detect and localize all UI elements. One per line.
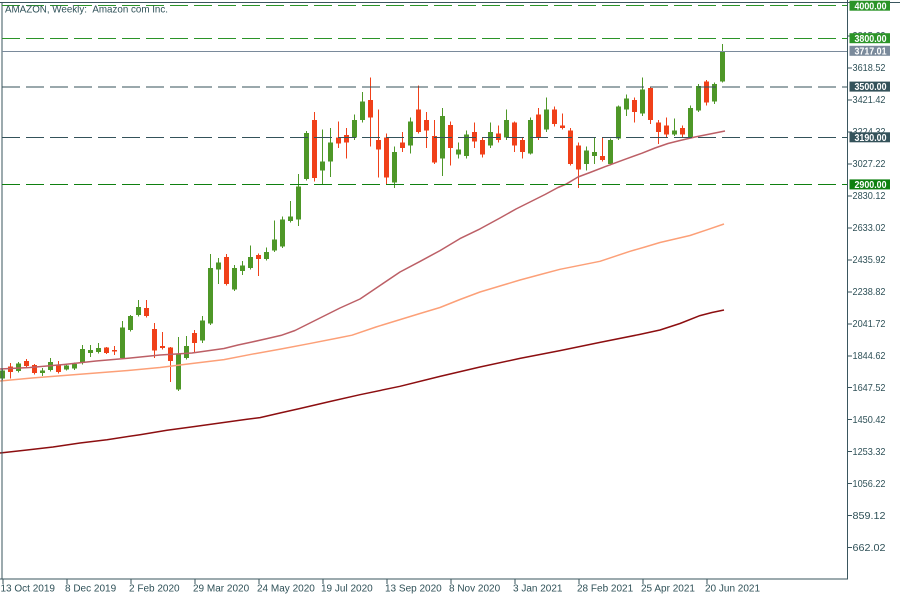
svg-text:1253.32: 1253.32 (853, 446, 886, 458)
svg-text:859.12: 859.12 (853, 510, 886, 522)
svg-text:3421.42: 3421.42 (853, 94, 886, 106)
svg-text:3027.22: 3027.22 (853, 158, 886, 170)
svg-text:2238.82: 2238.82 (853, 286, 886, 298)
svg-text:13 Oct 2019: 13 Oct 2019 (1, 583, 56, 594)
svg-text:20 Jun 2021: 20 Jun 2021 (705, 583, 760, 594)
svg-text:8 Nov 2020: 8 Nov 2020 (449, 583, 501, 594)
svg-text:662.02: 662.02 (853, 542, 886, 554)
svg-text:8 Dec 2019: 8 Dec 2019 (65, 583, 117, 594)
svg-text:3618.52: 3618.52 (853, 62, 886, 74)
svg-text:1056.22: 1056.22 (853, 478, 886, 490)
svg-text:2 Feb 2020: 2 Feb 2020 (129, 583, 180, 594)
svg-text:2900.00: 2900.00 (855, 180, 887, 191)
svg-text:29 Mar 2020: 29 Mar 2020 (193, 583, 250, 594)
svg-text:25 Apr 2021: 25 Apr 2021 (641, 583, 695, 594)
svg-text:24 May 2020: 24 May 2020 (257, 583, 315, 594)
svg-text:1844.62: 1844.62 (853, 350, 886, 362)
svg-text:3717.01: 3717.01 (855, 46, 887, 57)
svg-text:3190.00: 3190.00 (855, 133, 887, 144)
svg-text:3 Jan 2021: 3 Jan 2021 (513, 583, 563, 594)
svg-text:3500.00: 3500.00 (855, 82, 887, 93)
svg-text:2830.12: 2830.12 (853, 190, 886, 202)
svg-text:2041.72: 2041.72 (853, 318, 886, 330)
svg-text:1450.42: 1450.42 (853, 414, 886, 426)
svg-text:28 Feb 2021: 28 Feb 2021 (577, 583, 634, 594)
svg-text:19 Jul 2020: 19 Jul 2020 (321, 583, 373, 594)
svg-text:2633.02: 2633.02 (853, 222, 886, 234)
svg-text:4000.00: 4000.00 (855, 1, 887, 12)
svg-text:1647.52: 1647.52 (853, 382, 886, 394)
svg-text:13 Sep 2020: 13 Sep 2020 (385, 583, 442, 594)
svg-text:AMAZON, Weekly: Amazon com In: AMAZON, Weekly: Amazon com Inc. (5, 4, 168, 16)
svg-text:3800.00: 3800.00 (855, 34, 887, 45)
svg-text:2435.92: 2435.92 (853, 254, 886, 266)
